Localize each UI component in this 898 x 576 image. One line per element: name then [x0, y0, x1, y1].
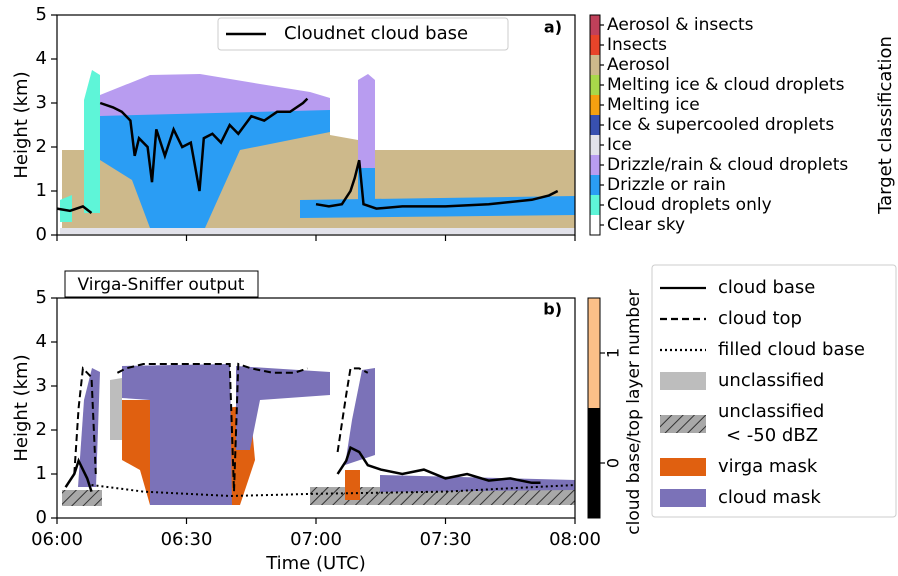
colorbar-label: Ice: [607, 135, 632, 155]
colorbar-label: Melting ice: [607, 95, 700, 115]
colorbar-label: Melting ice & cloud droplets: [607, 75, 845, 95]
colorbar-swatch: [590, 35, 600, 55]
legend-label: cloud base: [718, 277, 815, 298]
colorbar-swatch: [590, 175, 600, 195]
y-tick-label: 0: [36, 224, 47, 245]
legend-label: virga mask: [718, 456, 818, 477]
colorbar-title: Target classification: [875, 36, 896, 215]
x-tick-label: 06:30: [161, 529, 213, 550]
colorbar-label: Clear sky: [607, 215, 685, 235]
colorbar-label: Aerosol: [607, 55, 670, 75]
colorbar-label: Drizzle/rain & cloud droplets: [607, 155, 848, 175]
legend-label: cloud mask: [718, 487, 821, 508]
x-axis-label: Time (UTC): [265, 553, 366, 574]
legend-swatch: [660, 372, 706, 390]
legend-label: < -50 dBZ: [726, 425, 818, 446]
y-tick-label: 2: [36, 419, 47, 440]
y-tick-label: 2: [36, 136, 47, 157]
title-box: [64, 270, 259, 298]
colorbar-swatch: [590, 135, 600, 155]
colorbar-swatch: [590, 75, 600, 95]
colorbar-swatch: [590, 215, 600, 235]
panel-label: a): [544, 18, 562, 37]
colorbar-label: Drizzle or rain: [607, 175, 726, 195]
legend-label: unclassified: [718, 401, 824, 422]
colorbar-segment: [588, 298, 600, 408]
y-axis-label: Height (km): [11, 71, 32, 178]
legend-swatch: [660, 458, 706, 476]
colorbar-frame: [589, 14, 601, 236]
y-tick-label: 3: [36, 92, 47, 113]
x-tick-label: 08:00: [549, 529, 601, 550]
colorbar-swatch: [590, 195, 600, 215]
y-tick-label: 0: [36, 507, 47, 528]
y-axis-label: Height (km): [11, 354, 32, 461]
colorbar-title: cloud base/top layer number: [624, 289, 644, 534]
y-tick-label: 1: [36, 180, 47, 201]
colorbar-label: Cloud droplets only: [607, 195, 772, 215]
series-line: [64, 445, 541, 492]
colorbar-segment: [588, 408, 600, 518]
series-line: [91, 484, 576, 498]
x-tick-label: 07:00: [290, 529, 342, 550]
panel-title: Virga-Sniffer output: [78, 275, 245, 295]
x-tick-label: 07:30: [420, 529, 472, 550]
colorbar-tick-label: 0: [604, 458, 623, 468]
legend-label: Cloudnet cloud base: [284, 23, 468, 44]
legend-label: cloud top: [718, 308, 802, 329]
colorbar-swatch: [590, 155, 600, 175]
y-tick-label: 3: [36, 375, 47, 396]
series-line: [73, 362, 369, 492]
colorbar-swatch: [590, 55, 600, 75]
legend-box: [217, 17, 509, 51]
y-tick-label: 4: [36, 48, 47, 69]
colorbar-swatch: [590, 95, 600, 115]
x-tick-label: 06:00: [31, 529, 83, 550]
colorbar-swatch: [590, 115, 600, 135]
virga-sniffer-field: [62, 364, 575, 506]
legend-label: filled cloud base: [718, 339, 865, 360]
y-tick-label: 1: [36, 463, 47, 484]
y-tick-label: 4: [36, 331, 47, 352]
colorbar-frame: [587, 297, 601, 519]
classification-field: [60, 70, 575, 234]
legend-label: unclassified: [718, 370, 824, 391]
legend-box: [651, 264, 897, 518]
colorbar-label: Aerosol & insects: [607, 15, 754, 35]
series-line: [56, 97, 559, 214]
legend-swatch: [660, 489, 706, 507]
colorbar-tick-label: 1: [604, 348, 623, 358]
y-tick-label: 5: [36, 4, 47, 25]
panel-label: b): [543, 300, 562, 319]
colorbar-label: Insects: [607, 35, 667, 55]
colorbar-label: Ice & supercooled droplets: [607, 115, 834, 135]
y-tick-label: 5: [36, 287, 47, 308]
legend-swatch: [660, 415, 706, 433]
colorbar-swatch: [590, 15, 600, 35]
